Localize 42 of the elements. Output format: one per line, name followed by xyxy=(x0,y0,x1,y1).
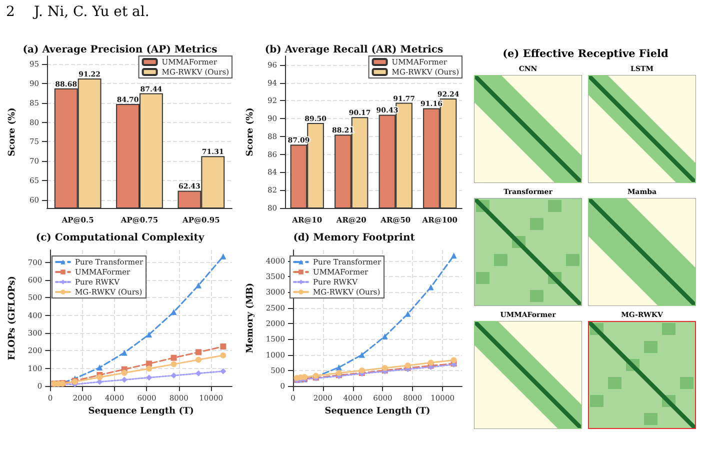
chart-title: (d) Memory Footprint xyxy=(293,232,416,244)
text: (e) Effective Receptive Field xyxy=(502,48,670,60)
x-axis-title: Sequence Length (T) xyxy=(324,406,430,416)
point xyxy=(146,366,152,372)
point xyxy=(382,333,388,340)
point xyxy=(96,374,103,380)
y-axis-title: FLOPs (GFLOPs) xyxy=(8,276,18,360)
point xyxy=(121,376,128,383)
point xyxy=(382,364,388,371)
y-axis-title: Score (%) xyxy=(246,108,256,156)
x-axis-title: Sequence Length (T) xyxy=(88,406,194,416)
point xyxy=(170,361,177,368)
chart-title: (a) Average Precision (AP) Metrics xyxy=(22,44,218,56)
point xyxy=(220,368,226,374)
point xyxy=(170,372,177,378)
point xyxy=(450,357,457,364)
y-axis-title: Memory (MB) xyxy=(246,282,256,354)
point xyxy=(358,367,365,374)
point xyxy=(121,370,128,376)
point xyxy=(428,284,434,290)
point xyxy=(220,352,226,358)
point xyxy=(146,374,152,381)
point xyxy=(195,356,202,363)
point xyxy=(96,364,103,371)
point xyxy=(358,352,365,358)
chart-title: (b) Average Recall (AR) Metrics xyxy=(264,44,444,56)
text: J. Ni, C. Yu et al. xyxy=(34,4,150,20)
point xyxy=(220,253,226,260)
point xyxy=(336,370,342,376)
point xyxy=(450,252,457,259)
chart-title: (c) Computational Complexity xyxy=(36,232,206,244)
point xyxy=(146,331,152,338)
point xyxy=(195,349,202,356)
point xyxy=(428,360,434,366)
point xyxy=(404,362,411,368)
point xyxy=(170,354,177,361)
point xyxy=(220,344,226,350)
point xyxy=(336,364,342,370)
point xyxy=(146,360,152,367)
text: 2 xyxy=(6,4,15,20)
point xyxy=(121,350,128,356)
y-axis-title: Score (%) xyxy=(8,108,18,156)
